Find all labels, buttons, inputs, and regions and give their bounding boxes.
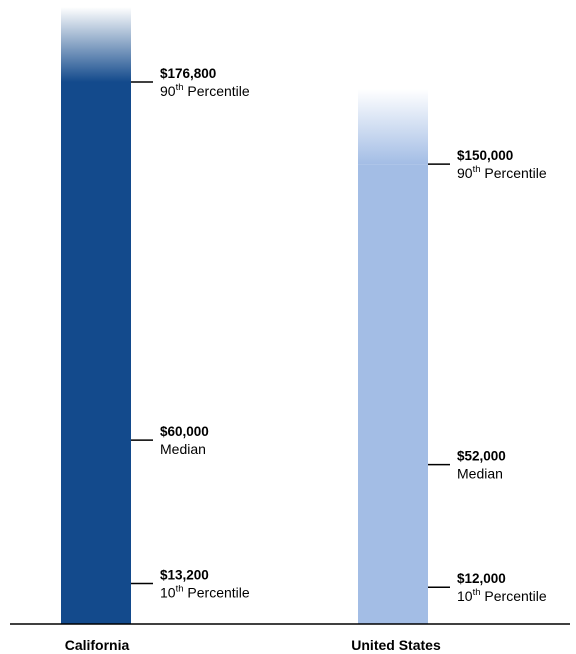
marker-value-california-2: $13,200 [160,568,209,583]
category-label-california: California [65,637,130,653]
marker-label-united-states-1: Median [457,466,503,482]
bar-fade-california [61,7,131,82]
marker-value-california-1: $60,000 [160,424,209,439]
marker-value-united-states-0: $150,000 [457,148,513,163]
marker-value-united-states-2: $12,000 [457,571,506,586]
bar-fade-united-states [358,89,428,165]
marker-label-united-states-2: 10th Percentile [457,587,547,604]
category-label-united-states: United States [351,637,441,653]
marker-label-california-0: 90th Percentile [160,82,250,99]
marker-label-california-1: Median [160,441,206,457]
marker-label-united-states-0: 90th Percentile [457,164,547,181]
bar-united-states [358,164,428,624]
marker-value-california-0: $176,800 [160,66,216,81]
marker-label-california-2: 10th Percentile [160,584,250,601]
marker-value-united-states-1: $52,000 [457,449,506,464]
bar-california [61,82,131,624]
